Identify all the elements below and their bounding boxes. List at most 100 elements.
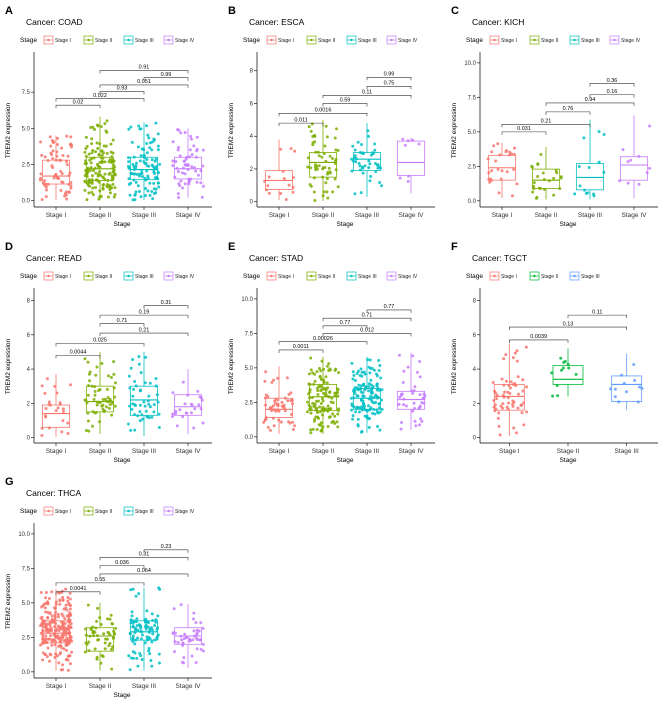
data-point [88, 634, 92, 638]
data-point [490, 169, 494, 173]
significance-bracket [366, 309, 412, 313]
data-point [48, 611, 52, 615]
data-point [190, 153, 194, 157]
data-point [59, 644, 63, 648]
y-tick-label: 4 [250, 134, 254, 140]
data-point [93, 411, 97, 415]
legend-entry: Stage III [135, 274, 154, 280]
data-point [350, 157, 354, 161]
data-point [263, 396, 267, 400]
data-point [493, 403, 497, 407]
data-point [108, 642, 112, 646]
data-point [622, 381, 626, 385]
data-point [131, 650, 135, 654]
data-point [512, 152, 516, 156]
data-point [189, 137, 193, 141]
data-point [68, 631, 72, 635]
data-point [171, 412, 175, 416]
data-point [366, 129, 370, 133]
y-tick-label: 4 [473, 367, 477, 373]
data-point [66, 599, 70, 603]
data-point [621, 148, 625, 152]
legend-entry: Stage III [135, 38, 154, 44]
data-point [140, 633, 144, 637]
data-point [291, 428, 295, 432]
data-point [65, 608, 69, 612]
data-point [321, 425, 325, 429]
data-point [586, 191, 590, 195]
data-point [186, 167, 190, 171]
data-point [322, 367, 326, 371]
data-point [359, 168, 363, 172]
data-point [412, 389, 416, 393]
data-point [131, 358, 135, 362]
data-point [406, 179, 410, 183]
data-point [201, 421, 205, 425]
x-tick-label: Stage III [615, 448, 639, 455]
data-point [83, 357, 87, 361]
data-point [110, 155, 114, 159]
data-point [145, 169, 149, 173]
data-point [111, 176, 115, 180]
data-point [176, 641, 180, 645]
data-point [63, 622, 67, 626]
data-point [307, 372, 311, 376]
data-point [147, 630, 151, 634]
legend-swatch-dot [310, 274, 313, 278]
x-axis-label: Stage [114, 692, 131, 699]
data-point [530, 164, 534, 168]
legend-title: Stage [20, 273, 37, 280]
data-point [110, 413, 114, 417]
data-point [102, 183, 106, 187]
data-point [104, 399, 108, 403]
data-point [324, 124, 328, 128]
data-point [63, 617, 67, 621]
x-tick-label: Stage IV [176, 212, 202, 219]
data-point [176, 192, 180, 196]
legend-entry: Stage IV [175, 509, 195, 515]
data-point [311, 427, 315, 431]
legend-swatch-dot [47, 38, 50, 42]
x-tick-label: Stage I [46, 212, 67, 219]
data-point [56, 590, 60, 594]
y-tick-label: 10.0 [241, 297, 253, 303]
p-value-label: 0.036 [115, 560, 129, 566]
data-point [355, 386, 359, 390]
data-point [148, 381, 152, 385]
chart-title: Cancer: STAD [249, 253, 303, 263]
data-point [373, 148, 377, 152]
data-point [89, 157, 93, 161]
data-point [335, 127, 339, 131]
legend-swatch-dot [167, 38, 170, 42]
data-point [407, 174, 411, 178]
data-point [90, 384, 94, 388]
data-point [360, 165, 364, 169]
data-point [307, 403, 311, 407]
data-point [337, 371, 341, 375]
p-value-label: 0.75 [384, 80, 395, 86]
data-point [126, 156, 130, 160]
data-point [420, 401, 424, 405]
data-point [501, 402, 505, 406]
data-point [102, 632, 106, 636]
data-point [194, 660, 198, 664]
data-point [318, 410, 322, 414]
p-value-label: 0.71 [362, 312, 373, 318]
data-point [193, 407, 197, 411]
data-point [134, 594, 138, 598]
significance-bracket [322, 333, 412, 337]
legend-entry: Stage I [278, 38, 294, 44]
panel-f: F Cancer: TGCT Stage Stage I Stage II Stage I… [446, 236, 669, 472]
legend-entry: Stage I [501, 38, 517, 44]
significance-bracket [55, 104, 101, 109]
data-point [201, 649, 205, 653]
data-point [59, 158, 63, 162]
legend-title: Stage [466, 273, 483, 280]
data-point [38, 643, 42, 647]
legend-swatch-dot [87, 509, 90, 513]
data-point [181, 415, 185, 419]
data-point [180, 171, 184, 175]
data-point [84, 154, 88, 158]
p-value-label: 0.31 [139, 552, 150, 558]
data-point [142, 400, 146, 404]
